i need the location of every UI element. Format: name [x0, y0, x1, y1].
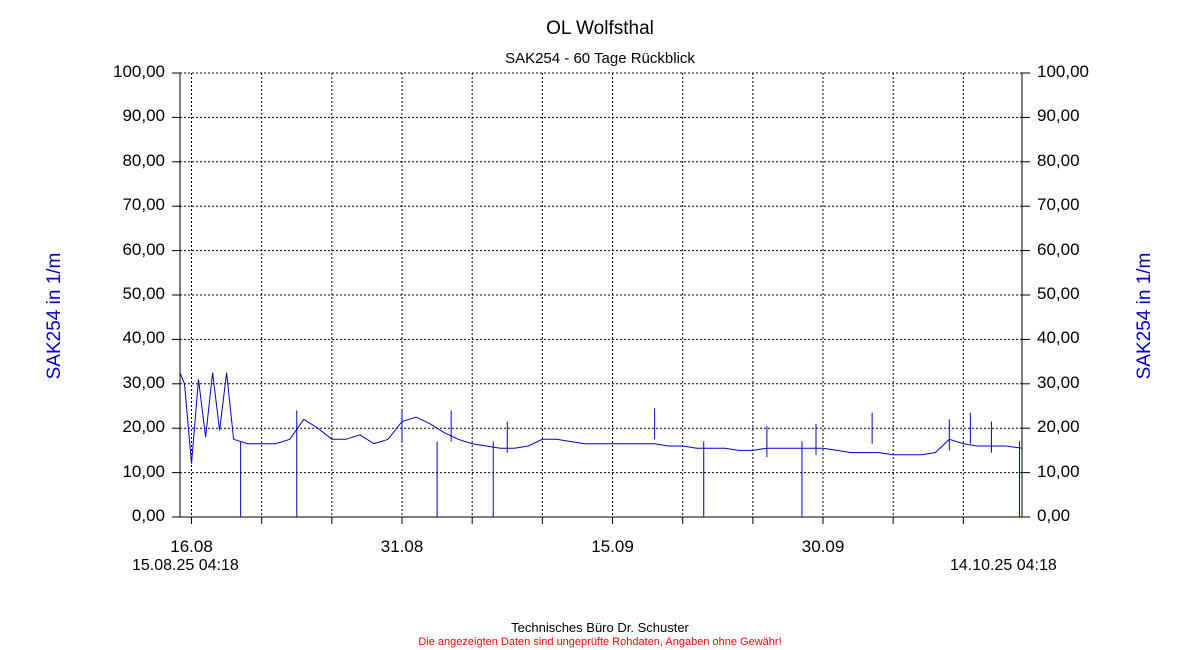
chart-title: OL Wolfsthal: [546, 18, 654, 39]
grid-lines: [180, 72, 1022, 518]
y-tick-label-left: 60,00: [122, 239, 165, 259]
y-tick-label-right: 100,00: [1037, 62, 1089, 81]
chart-subtitle: SAK254 - 60 Tage Rückblick: [505, 50, 695, 67]
y-tick-label-left: 40,00: [122, 328, 165, 348]
y-axis-label-left: SAK254 in 1/m: [44, 252, 65, 380]
y-tick-label-right: 60,00: [1037, 239, 1080, 259]
y-axis-label-right: SAK254 in 1/m: [1134, 252, 1155, 380]
y-tick-label-right: 90,00: [1037, 106, 1080, 126]
start-timestamp: 15.08.25 04:18: [132, 557, 239, 574]
y-tick-label-right: 10,00: [1037, 461, 1080, 481]
footer-disclaimer: Die angezeigten Daten sind ungeprüfte Ro…: [418, 636, 782, 648]
y-tick-label-left: 90,00: [122, 106, 165, 126]
footer-company: Technisches Büro Dr. Schuster: [511, 620, 689, 635]
end-timestamp: 14.10.25 04:18: [950, 557, 1057, 574]
y-tick-label-right: 50,00: [1037, 284, 1080, 303]
y-tick-label-right: 0,00: [1037, 506, 1071, 525]
y-tick-label-left: 0,00: [131, 506, 165, 525]
x-tick-label: 30.09: [801, 537, 845, 556]
y-tick-label-left: 100,00: [113, 62, 165, 81]
y-tick-label-right: 20,00: [1037, 417, 1080, 437]
series-sak254: [179, 372, 1023, 517]
x-tick-label: 15.09: [591, 537, 634, 556]
x-tick-label: 31.08: [380, 537, 424, 556]
y-tick-label-left: 20,00: [122, 417, 165, 437]
y-tick-label-left: 70,00: [122, 195, 165, 215]
y-tick-label-left: 30,00: [122, 372, 165, 392]
y-tick-label-right: 70,00: [1037, 195, 1080, 215]
y-tick-label-right: 80,00: [1037, 150, 1080, 170]
y-tick-label-left: 50,00: [122, 284, 165, 303]
axes: [172, 72, 1030, 524]
y-tick-label-left: 80,00: [122, 150, 165, 170]
x-tick-label: 16.08: [170, 537, 213, 556]
y-tick-label-left: 10,00: [122, 461, 165, 481]
y-tick-label-right: 30,00: [1037, 372, 1080, 392]
series-line: [179, 372, 1023, 464]
y-tick-label-right: 40,00: [1037, 328, 1080, 348]
